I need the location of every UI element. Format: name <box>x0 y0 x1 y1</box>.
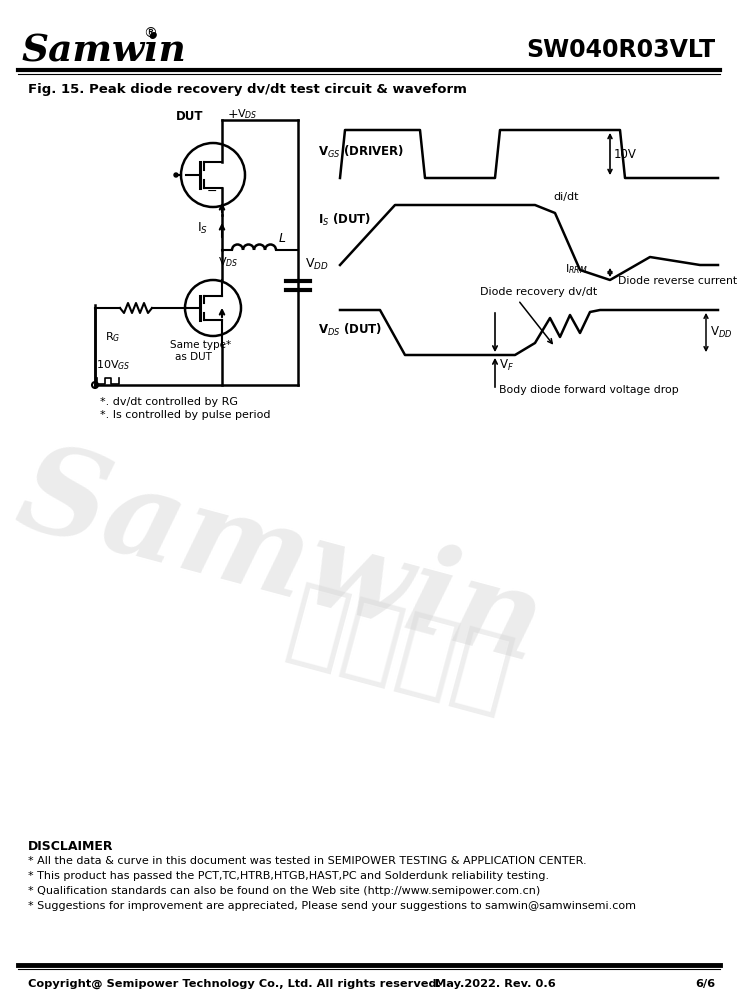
Text: Fig. 15. Peak diode recovery dv/dt test circuit & waveform: Fig. 15. Peak diode recovery dv/dt test … <box>28 84 467 97</box>
Text: V$_{DD}$: V$_{DD}$ <box>710 325 732 340</box>
Text: V$_{GS}$ (DRIVER): V$_{GS}$ (DRIVER) <box>318 144 404 160</box>
Text: V$_{DS}$: V$_{DS}$ <box>218 255 238 269</box>
Circle shape <box>174 173 178 177</box>
Text: V$_F$: V$_F$ <box>499 358 514 373</box>
Text: Diode recovery dv/dt: Diode recovery dv/dt <box>480 287 597 297</box>
Text: +: + <box>228 108 238 121</box>
Text: Samwin: Samwin <box>5 433 555 687</box>
Text: * This product has passed the PCT,TC,HTRB,HTGB,HAST,PC and Solderdunk reliabilit: * This product has passed the PCT,TC,HTR… <box>28 871 549 881</box>
Text: I$_{RRM}$: I$_{RRM}$ <box>565 263 588 276</box>
Text: May.2022. Rev. 0.6: May.2022. Rev. 0.6 <box>435 979 556 989</box>
Text: 10V$_{GS}$: 10V$_{GS}$ <box>96 358 131 372</box>
Text: Body diode forward voltage drop: Body diode forward voltage drop <box>499 385 679 395</box>
Text: di/dt: di/dt <box>553 192 579 202</box>
Text: −: − <box>207 185 218 198</box>
Text: DUT: DUT <box>176 110 204 123</box>
Text: Same type*: Same type* <box>170 340 231 350</box>
Text: * Suggestions for improvement are appreciated, Please send your suggestions to s: * Suggestions for improvement are apprec… <box>28 901 636 911</box>
Text: V$_{DS}$: V$_{DS}$ <box>237 107 258 121</box>
Text: 6/6: 6/6 <box>695 979 715 989</box>
Text: Diode reverse current: Diode reverse current <box>618 276 737 286</box>
Text: R$_G$: R$_G$ <box>105 330 120 344</box>
Text: 10V: 10V <box>614 147 637 160</box>
Text: SW040R03VLT: SW040R03VLT <box>526 38 715 62</box>
Text: L: L <box>279 232 286 245</box>
Text: 内部保密: 内部保密 <box>278 576 522 724</box>
Text: *. Is controlled by pulse period: *. Is controlled by pulse period <box>100 410 271 420</box>
Text: * All the data & curve in this document was tested in SEMIPOWER TESTING & APPLIC: * All the data & curve in this document … <box>28 856 587 866</box>
Text: I$_S$: I$_S$ <box>197 221 208 236</box>
Text: V$_{DD}$: V$_{DD}$ <box>305 257 328 272</box>
Text: Samwin: Samwin <box>22 31 187 68</box>
Text: I$_S$ (DUT): I$_S$ (DUT) <box>318 212 371 228</box>
Text: DISCLAIMER: DISCLAIMER <box>28 840 114 853</box>
Text: V$_{DS}$ (DUT): V$_{DS}$ (DUT) <box>318 322 382 338</box>
Text: * Qualification standards can also be found on the Web site (http://www.semipowe: * Qualification standards can also be fo… <box>28 886 540 896</box>
Text: ®: ® <box>143 27 157 41</box>
Text: Copyright@ Semipower Technology Co., Ltd. All rights reserved.: Copyright@ Semipower Technology Co., Ltd… <box>28 979 441 989</box>
Text: *. dv/dt controlled by RG: *. dv/dt controlled by RG <box>100 397 238 407</box>
Text: as DUT: as DUT <box>175 352 212 362</box>
